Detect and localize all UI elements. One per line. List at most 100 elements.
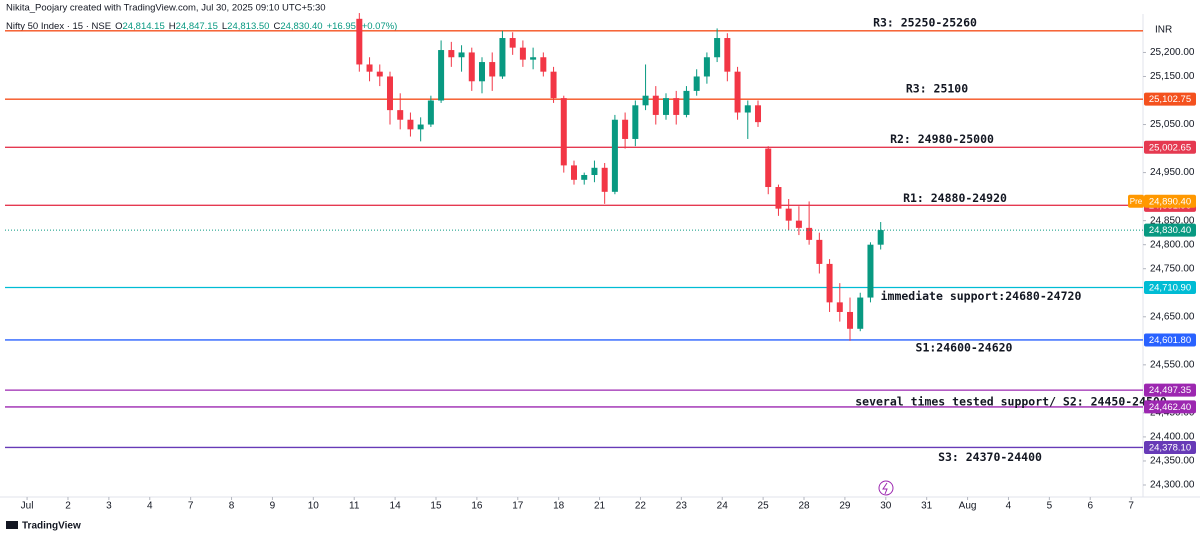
candle-body — [847, 311, 854, 329]
price-tag — [1144, 440, 1196, 454]
candle-body — [703, 57, 710, 77]
x-tick-label: 16 — [471, 501, 483, 512]
candle-body — [591, 167, 598, 175]
candle-body — [816, 239, 823, 264]
candle-body — [652, 95, 659, 115]
candle-body — [438, 50, 445, 101]
candle-body — [386, 76, 393, 111]
y-tick-label: 24,950.00 — [1150, 167, 1195, 178]
pre-tag: Pre — [1130, 197, 1143, 206]
candle-body — [611, 119, 618, 192]
x-tick-label: 9 — [270, 501, 276, 512]
x-tick-label: Aug — [959, 501, 977, 512]
x-tick-label: 4 — [147, 501, 153, 512]
y-tick-label: 25,200.00 — [1150, 47, 1195, 58]
candle-body — [560, 98, 567, 166]
x-tick-label: 14 — [390, 501, 402, 512]
x-tick-label: 25 — [758, 501, 770, 512]
ohlc-value: 24,830.40 — [280, 21, 322, 32]
candle-body — [366, 64, 373, 72]
x-tick-label: 17 — [512, 501, 524, 512]
candle-body — [489, 62, 496, 77]
x-tick-label: 23 — [676, 501, 688, 512]
y-tick-label: 25,050.00 — [1150, 119, 1195, 130]
y-tick-label: 24,300.00 — [1150, 480, 1195, 491]
price-tag — [1144, 383, 1196, 397]
level-label: S1:24600-24620 — [916, 340, 1013, 354]
candle-body — [540, 57, 547, 72]
y-tick-label: 24,350.00 — [1150, 456, 1195, 467]
candle-body — [397, 110, 404, 120]
candle-body — [836, 302, 843, 312]
y-tick-label: 24,750.00 — [1150, 263, 1195, 274]
candle-body — [734, 71, 741, 113]
x-tick-label: 29 — [839, 501, 851, 512]
ohlc-value: 24,814.15 — [122, 21, 164, 32]
y-tick-label: 25,150.00 — [1150, 71, 1195, 82]
candle-body — [683, 90, 690, 115]
currency: INR — [1155, 25, 1172, 36]
candle-body — [356, 18, 363, 65]
symbol-legend: Nifty 50 Index · 15 · NSE O24,814.15 H24,8… — [6, 21, 397, 32]
price-tag — [1144, 92, 1196, 106]
candle-body — [795, 220, 802, 228]
candle-body — [622, 119, 629, 139]
x-tick-label: 22 — [635, 501, 647, 512]
x-tick-label: 31 — [921, 501, 933, 512]
event-icon-bolt — [882, 482, 888, 495]
candle-body — [673, 98, 680, 115]
x-tick-label: 7 — [188, 501, 194, 512]
price-tag-label: 24,462.40 — [1149, 402, 1191, 413]
ohlc-value: 24,813.50 — [227, 21, 269, 32]
level-label: R2: 24980-25000 — [890, 132, 994, 146]
candle-body — [417, 124, 424, 130]
candle-body — [744, 105, 751, 113]
candle-body — [499, 38, 506, 77]
pre-price-tag — [1144, 194, 1196, 208]
top-title: Nikita_Poojary created with TradingView.… — [6, 3, 326, 14]
candle-body — [755, 105, 762, 123]
candle-body — [509, 38, 516, 48]
price-tag — [1144, 140, 1196, 154]
candle-body — [530, 57, 537, 60]
x-tick-label: 30 — [880, 501, 892, 512]
y-tick-label: 24,650.00 — [1150, 311, 1195, 322]
x-tick-label: 4 — [1006, 501, 1012, 512]
x-tick-label: 7 — [1128, 501, 1134, 512]
level-label: R3: 25250-25260 — [873, 15, 977, 29]
candle-body — [468, 52, 475, 82]
candle-body — [427, 100, 434, 125]
ohlc-key: O — [115, 21, 122, 32]
candle-body — [867, 244, 874, 298]
level-label: R1: 24880-24920 — [903, 191, 1007, 205]
y-tick-label: 24,400.00 — [1150, 432, 1195, 443]
x-tick-label: 5 — [1047, 501, 1053, 512]
candle-body — [571, 165, 577, 180]
candle-body — [714, 38, 721, 58]
level-label: S3: 24370-24400 — [938, 450, 1042, 464]
last-price-label: 24,830.40 — [1149, 225, 1191, 236]
x-tick-label: 11 — [349, 501, 360, 512]
x-tick-label: 6 — [1087, 501, 1093, 512]
candle-body — [632, 105, 639, 139]
x-tick-label: 15 — [430, 501, 442, 512]
price-tag-label: 25,102.75 — [1149, 94, 1191, 105]
x-tick-label: 10 — [308, 501, 320, 512]
price-tag-label: 24,601.80 — [1149, 335, 1191, 346]
price-tag-label: 25,002.65 — [1149, 142, 1191, 153]
candle-body — [663, 98, 670, 115]
candle-body — [785, 208, 792, 221]
x-tick-label: 18 — [553, 501, 565, 512]
level-label: R3: 25100 — [906, 82, 968, 96]
ohlc-value: 24,847.15 — [176, 21, 218, 32]
footer-brand: TradingView — [22, 521, 81, 532]
x-tick-label: 2 — [65, 501, 71, 512]
candle-body — [806, 227, 813, 240]
candle-body — [857, 297, 864, 329]
x-tick-label: 24 — [717, 501, 729, 512]
ohlc-key: C — [273, 21, 280, 32]
x-tick-label: 28 — [798, 501, 810, 512]
y-tick-label: 24,550.00 — [1150, 359, 1195, 370]
